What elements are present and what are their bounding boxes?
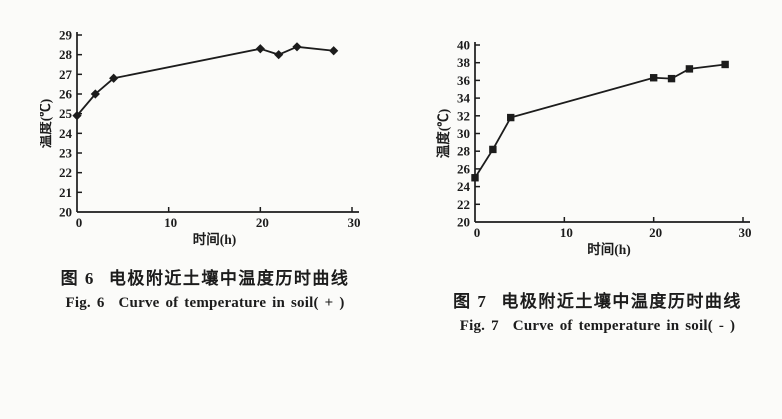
fig7-caption: 图 7 电极附近土壤中温度历时曲线 Fig. 7 Curve of temperat… — [430, 287, 765, 335]
x-tick-label: 30 — [739, 225, 752, 240]
fig6-number-en: Fig. 6 — [65, 295, 105, 311]
data-point-square — [471, 174, 479, 182]
fig7-temperature-line-chart: 20 22 24 26 28 30 32 34 36 38 40 0 10 20 30 时间(h) 温度(℃) — [435, 38, 752, 258]
y-axis-title: 温度(℃) — [435, 109, 451, 159]
y-tick-label: 38 — [457, 55, 471, 70]
x-tick-label: 0 — [76, 215, 83, 230]
y-tick-label: 24 — [457, 179, 471, 194]
x-tick-label: 20 — [256, 215, 269, 230]
x-tick-label: 30 — [348, 215, 361, 230]
y-axis-title: 温度(℃) — [40, 99, 53, 149]
y-tick-label: 34 — [457, 91, 471, 106]
data-point-diamond — [255, 44, 265, 54]
data-point-square — [489, 145, 497, 154]
y-tick-label: 28 — [457, 144, 471, 159]
x-axis-title: 时间(h) — [587, 241, 631, 257]
y-tick-label: 26 — [457, 161, 471, 176]
y-tick-label: 23 — [59, 146, 73, 161]
x-tick-label: 0 — [474, 225, 481, 240]
fig7-title-zh: 电极附近土壤中温度历时曲线 — [501, 292, 742, 311]
fig6-temperature-line-chart: 20 21 22 23 24 25 26 27 28 29 0 10 20 30 时间(h) 温度(℃) — [40, 28, 361, 248]
data-point-square — [721, 60, 729, 69]
data-point-diamond — [292, 42, 302, 52]
y-tick-label: 36 — [457, 73, 471, 88]
fig6-number-zh: 图 6 — [60, 269, 95, 288]
y-tick-label: 32 — [457, 108, 470, 123]
x-tick-label: 10 — [164, 215, 177, 230]
fig7-caption-en: Fig. 7 Curve of temperature in soil( - ) — [430, 318, 765, 335]
figure-6: 20 21 22 23 24 25 26 27 28 29 0 10 20 30 时间(h) 温度(℃) 图 … — [40, 10, 370, 312]
y-tick-label: 24 — [59, 126, 73, 141]
data-point-diamond — [72, 111, 82, 121]
data-point-square — [649, 74, 658, 82]
y-tick-label: 30 — [457, 126, 470, 141]
x-tick-label: 10 — [560, 225, 573, 240]
y-tick-label: 27 — [59, 67, 73, 82]
y-tick-label: 21 — [59, 185, 72, 200]
data-point-square — [507, 113, 515, 122]
fig6-title-zh: 电极附近土壤中温度历时曲线 — [108, 269, 350, 288]
y-tick-label: 25 — [59, 106, 73, 121]
x-tick-label: 20 — [649, 225, 662, 240]
y-tick-label: 20 — [457, 215, 470, 230]
data-point-diamond — [90, 89, 100, 99]
fig7-title-en: Curve of temperature in soil( - ) — [512, 318, 736, 334]
figure-7: 20 22 24 26 28 30 32 34 36 38 40 0 10 20 30 时间(h) 温度(℃) … — [430, 25, 765, 335]
fig7-number-en: Fig. 7 — [459, 318, 499, 334]
fig6-caption: 图 6 电极附近土壤中温度历时曲线 Fig. 6 Curve of temperat… — [40, 264, 370, 312]
y-tick-label: 40 — [457, 38, 470, 53]
data-point-square — [685, 65, 694, 73]
y-tick-label: 22 — [457, 197, 470, 212]
y-tick-label: 29 — [59, 28, 73, 43]
x-axis-title: 时间(h) — [193, 231, 237, 247]
data-point-square — [667, 74, 676, 83]
data-point-diamond — [109, 73, 119, 83]
fig6-caption-zh: 图 6 电极附近土壤中温度历时曲线 — [40, 264, 370, 289]
y-tick-label: 22 — [59, 165, 72, 180]
y-tick-label: 26 — [59, 87, 73, 102]
y-tick-label: 20 — [59, 205, 72, 220]
y-tick-label: 28 — [59, 47, 73, 62]
data-point-diamond — [274, 50, 284, 60]
data-line — [76, 45, 334, 117]
data-point-diamond — [329, 46, 339, 56]
fig6-title-en: Curve of temperature in soil( + ) — [118, 295, 345, 311]
fig7-caption-zh: 图 7 电极附近土壤中温度历时曲线 — [430, 287, 765, 312]
fig6-caption-en: Fig. 6 Curve of temperature in soil( + ) — [40, 295, 370, 312]
fig7-number-zh: 图 7 — [453, 292, 488, 311]
